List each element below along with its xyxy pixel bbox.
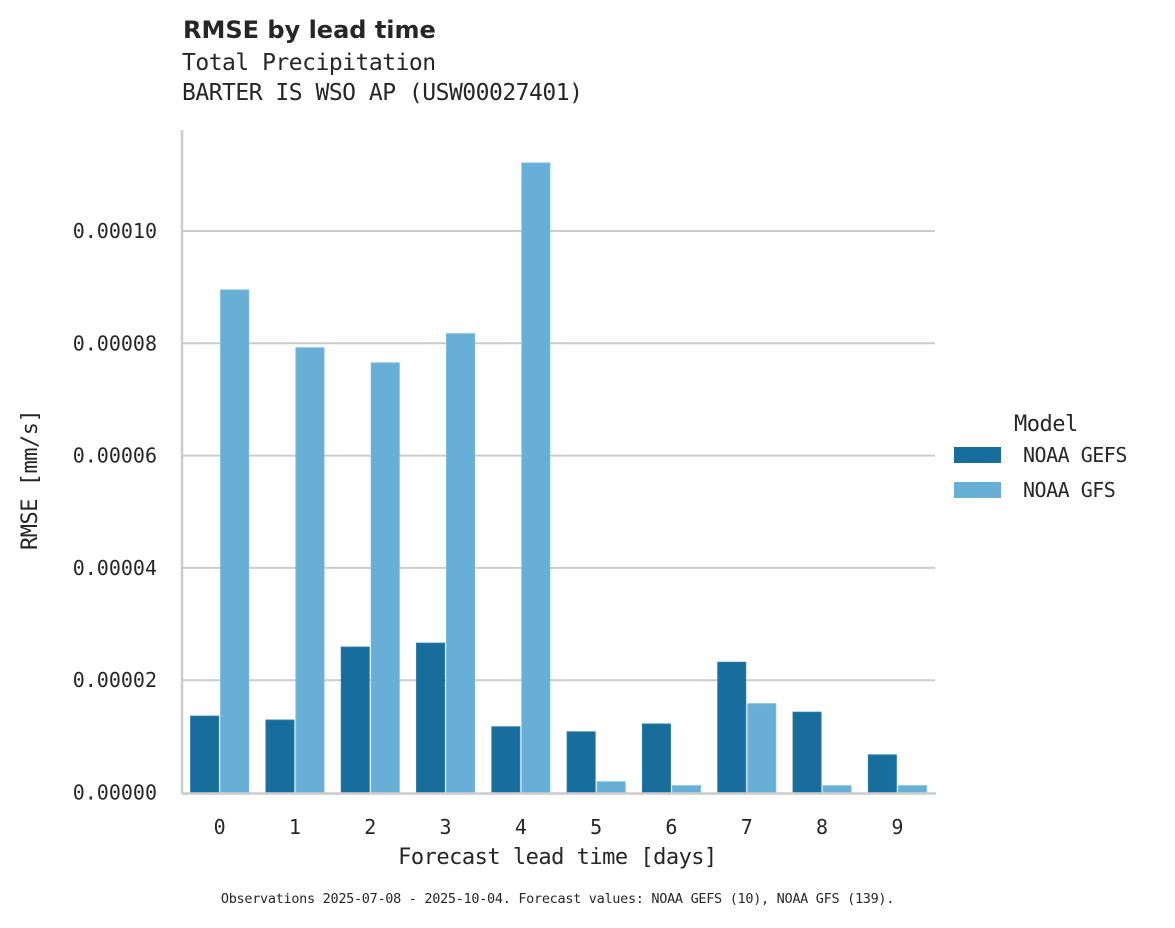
x-tick-label: 2 bbox=[364, 815, 376, 839]
bar-gfs-2 bbox=[370, 362, 400, 793]
legend-item-gfs: NOAA GFS bbox=[952, 472, 1127, 507]
bar-gefs-4 bbox=[491, 726, 521, 794]
bar-gfs-3 bbox=[446, 333, 476, 793]
y-tick-label: 0.00004 bbox=[73, 556, 157, 580]
grid-lines bbox=[182, 230, 935, 682]
x-axis-label: Forecast lead time [days] bbox=[398, 845, 717, 870]
bar-gfs-4 bbox=[521, 162, 551, 794]
x-tick-label: 4 bbox=[515, 815, 527, 839]
legend-label-gefs: NOAA GEFS bbox=[1023, 442, 1127, 467]
y-axis-label: RMSE [mm/s] bbox=[18, 409, 43, 550]
y-tick-label: 0.00010 bbox=[73, 219, 157, 243]
bar-gefs-8 bbox=[792, 711, 822, 794]
bar-gefs-0 bbox=[190, 715, 220, 793]
bar-gfs-5 bbox=[596, 781, 626, 793]
chart-title: RMSE by lead time bbox=[183, 16, 436, 44]
bar-gfs-7 bbox=[747, 703, 777, 794]
legend-item-gefs: NOAA GEFS bbox=[952, 437, 1127, 472]
legend-label-gfs: NOAA GFS bbox=[1023, 477, 1116, 502]
y-tick-label: 0.00008 bbox=[73, 331, 157, 355]
bar-gefs-2 bbox=[340, 646, 370, 793]
x-tick-label: 8 bbox=[816, 815, 828, 839]
bar-gefs-7 bbox=[717, 661, 747, 793]
bar-gfs-6 bbox=[671, 785, 701, 794]
x-tick-labels: 0 1 2 3 4 5 6 7 8 9 bbox=[214, 815, 904, 839]
bar-gefs-6 bbox=[641, 723, 671, 794]
legend-swatch-gefs bbox=[954, 446, 1001, 463]
x-tick-label: 3 bbox=[440, 815, 452, 839]
bar-gefs-5 bbox=[566, 731, 596, 793]
bar-gfs-9 bbox=[897, 785, 927, 794]
x-tick-label: 6 bbox=[665, 815, 677, 839]
bar-gefs-3 bbox=[416, 642, 446, 793]
bar-gefs-9 bbox=[867, 754, 897, 794]
bar-gfs-0 bbox=[220, 289, 250, 793]
bar-gfs-1 bbox=[295, 347, 325, 793]
axes bbox=[180, 130, 936, 795]
legend-title: Model bbox=[1014, 412, 1078, 437]
x-tick-label: 7 bbox=[741, 815, 753, 839]
y-tick-label: 0.00000 bbox=[73, 781, 157, 805]
legend: Model NOAA GEFS NOAA GFS bbox=[952, 412, 1127, 507]
x-tick-label: 0 bbox=[214, 815, 226, 839]
footnote: Observations 2025-07-08 - 2025-10-04. Fo… bbox=[220, 891, 895, 907]
x-tick-label: 1 bbox=[289, 815, 301, 839]
y-tick-label: 0.00002 bbox=[73, 668, 157, 692]
legend-swatch-gfs bbox=[954, 481, 1001, 498]
chart-subtitle-variable: Total Precipitation bbox=[182, 50, 436, 76]
bar-gefs-1 bbox=[265, 719, 295, 794]
bar-gfs-8 bbox=[822, 785, 852, 794]
y-tick-labels: 0.00000 0.00002 0.00004 0.00006 0.00008 0.000… bbox=[73, 219, 157, 805]
bars bbox=[190, 162, 927, 794]
chart-subtitle-station: BARTER IS WSO AP (USW00027401) bbox=[182, 80, 583, 106]
x-tick-label: 5 bbox=[590, 815, 602, 839]
x-tick-label: 9 bbox=[891, 815, 903, 839]
y-tick-label: 0.00006 bbox=[73, 444, 157, 468]
